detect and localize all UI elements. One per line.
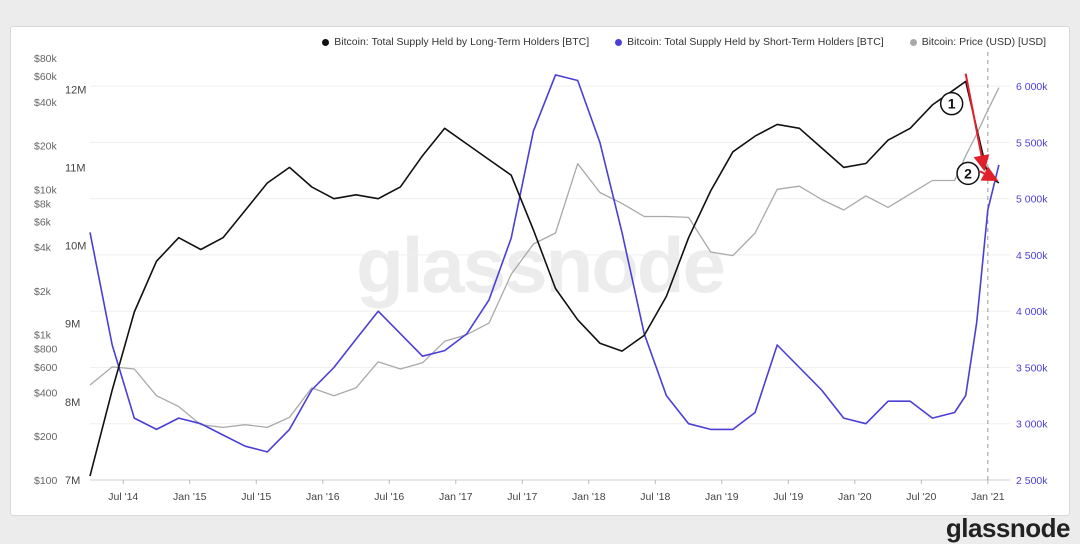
legend-item-price[interactable]: Bitcoin: Price (USD) [USD] (909, 36, 1046, 48)
legend-label-sth: Bitcoin: Total Supply Held by Short-Term… (627, 36, 884, 48)
y-price-tick-label: $4k (34, 242, 52, 254)
x-tick-label: Jul '20 (906, 491, 936, 503)
x-tick-label: Jul '19 (773, 491, 803, 503)
x-tick-label: Jan '18 (572, 491, 606, 503)
x-tick-label: Jul '15 (241, 491, 271, 503)
y-price-tick-label: $100 (34, 475, 58, 487)
legend-dot-sth (615, 38, 623, 46)
y-price-tick-label: $80k (34, 53, 58, 65)
chart-card (10, 26, 1070, 516)
legend-item-lth[interactable]: Bitcoin: Total Supply Held by Long-Term … (322, 36, 589, 48)
y-sth-tick-label: 4 000k (1016, 306, 1048, 318)
y-price-tick-label: $400 (34, 387, 58, 399)
y-lth-tick-label: 12M (65, 84, 86, 96)
y-sth-tick-label: 4 500k (1016, 250, 1048, 262)
y-sth-tick-label: 6 000k (1016, 81, 1048, 93)
watermark: glassnode (356, 221, 724, 309)
y-lth-tick-label: 10M (65, 241, 86, 253)
y-sth-tick-label: 5 500k (1016, 137, 1048, 149)
annotation-label-1: 1 (948, 96, 956, 112)
y-price-tick-label: $8k (34, 198, 52, 210)
x-tick-label: Jul '16 (374, 491, 404, 503)
x-tick-label: Jul '14 (108, 491, 138, 503)
y-lth-tick-label: 9M (65, 319, 80, 331)
legend-item-sth[interactable]: Bitcoin: Total Supply Held by Short-Term… (615, 36, 884, 48)
x-tick-label: Jul '17 (507, 491, 537, 503)
legend: Bitcoin: Total Supply Held by Long-Term … (322, 36, 1046, 48)
y-price-tick-label: $60k (34, 71, 58, 83)
y-sth-tick-label: 3 500k (1016, 362, 1048, 374)
x-tick-label: Jan '19 (705, 491, 739, 503)
x-tick-label: Jan '15 (173, 491, 207, 503)
y-lth-tick-label: 11M (65, 162, 86, 174)
y-price-tick-label: $600 (34, 362, 58, 374)
legend-dot-price (909, 38, 917, 46)
legend-label-lth: Bitcoin: Total Supply Held by Long-Term … (334, 36, 590, 48)
y-sth-tick-label: 3 000k (1016, 419, 1048, 431)
annotation-arrow-1 (964, 73, 990, 172)
annotation-arrow-2 (979, 166, 999, 181)
series-line-lth (89, 80, 1000, 477)
annotation-label-2: 2 (964, 165, 972, 181)
y-lth-tick-label: 7M (65, 475, 80, 487)
x-tick-label: Jan '17 (439, 491, 473, 503)
x-tick-label: Jan '21 (971, 491, 1005, 503)
annotation-circle-1 (939, 91, 964, 116)
axes: Jul '14 Jan '15 Jul '15 Jan '16 Jul '16 Jan '… (34, 52, 1048, 503)
y-lth-tick-label: 8M (65, 397, 80, 409)
y-price-tick-label: $40k (34, 97, 58, 109)
series-line-sth (89, 74, 1000, 453)
y-sth-tick-label: 5 000k (1016, 194, 1048, 206)
y-sth-tick-label: 2 500k (1016, 475, 1048, 487)
y-price-tick-label: $20k (34, 141, 58, 153)
x-tick-label: Jan '16 (306, 491, 340, 503)
x-tick-label: Jul '18 (640, 491, 670, 503)
y-price-tick-label: $10k (34, 184, 58, 196)
y-price-tick-label: $200 (34, 431, 58, 443)
legend-label-price: Bitcoin: Price (USD) [USD] (921, 36, 1046, 48)
y-price-tick-label: $2k (34, 286, 52, 298)
annotations: 12 (939, 73, 999, 186)
y-price-tick-label: $800 (34, 344, 58, 356)
series-line-price (89, 87, 1000, 429)
series-layer (89, 74, 1000, 477)
legend-dot-lth (322, 38, 330, 46)
annotation-circle-2 (956, 161, 980, 186)
x-tick-label: Jan '20 (838, 491, 872, 503)
y-price-tick-label: $6k (34, 217, 52, 229)
brand-logo: glassnode (945, 513, 1071, 543)
y-price-tick-label: $1k (34, 330, 52, 342)
